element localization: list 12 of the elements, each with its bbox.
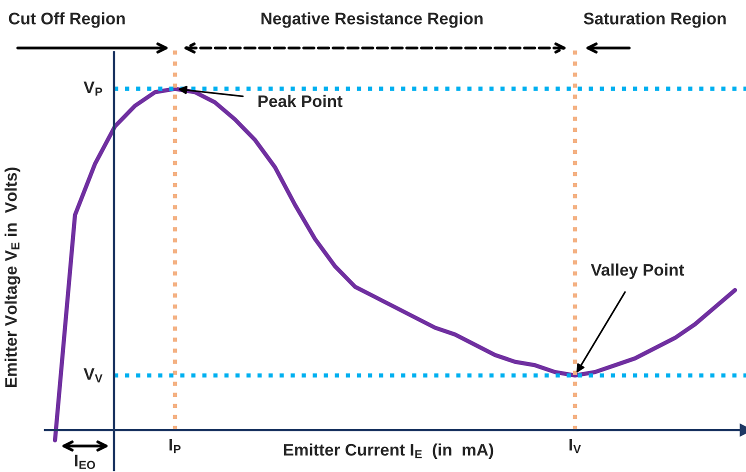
x-axis-title: Emitter Current I$_{E}$ (in mA) (284, 443, 494, 459)
x-tick-label: I$_{P}$ (170, 438, 181, 454)
ref-line-label: V$_{P}$ (84, 82, 102, 96)
text: I$_{EO}$ (75, 454, 96, 470)
annotation: Peak Point (258, 94, 342, 108)
x-tick-label: I$_{V}$ (570, 438, 581, 454)
annotation: Valley Point (590, 264, 684, 280)
text: Saturation Region (584, 12, 726, 28)
y-axis-title: Emitter Voltage V$_{E}$ in Volts) (4, 168, 20, 388)
text: Cut Off Region (8, 12, 125, 28)
text: Negative Resistance Region (262, 12, 483, 28)
ref-line-label: V$_{V}$ (84, 368, 102, 382)
